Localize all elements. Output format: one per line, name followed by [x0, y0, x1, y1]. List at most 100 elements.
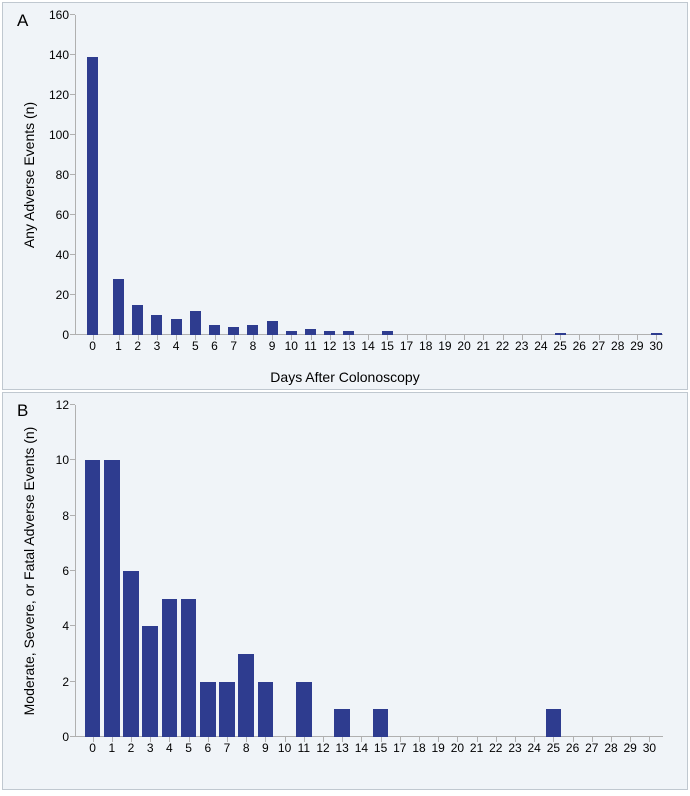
y-tick-label: 0 [62, 730, 69, 744]
bar [113, 279, 124, 335]
bar [238, 654, 254, 737]
x-tick-label: 11 [304, 339, 316, 353]
x-tick-label: 17 [393, 741, 406, 755]
x-tick-label: 0 [89, 339, 96, 353]
x-tick-label: 14 [361, 339, 374, 353]
x-tick-label: 10 [278, 741, 291, 755]
x-tick-label: 4 [166, 741, 173, 755]
plot-area-b: 0246810120123456789101112131415171819202… [75, 405, 663, 737]
x-tick-label: 25 [553, 339, 566, 353]
bar [228, 327, 239, 335]
bar [104, 460, 120, 737]
x-tick-label: 28 [604, 741, 617, 755]
bar [286, 331, 297, 335]
x-tick-label: 18 [419, 339, 432, 353]
bar [651, 333, 662, 335]
x-tick-label: 21 [477, 339, 490, 353]
x-tick-label: 9 [262, 741, 269, 755]
x-tick-label: 13 [336, 741, 349, 755]
x-tick-label: 7 [230, 339, 237, 353]
x-tick-label: 17 [400, 339, 413, 353]
x-tick-label: 22 [489, 741, 502, 755]
y-axis-label-b: Moderate, Severe, or Fatal Adverse Event… [21, 405, 37, 737]
x-tick-label: 15 [374, 741, 387, 755]
y-tick-label: 0 [62, 328, 69, 342]
bar [151, 315, 162, 335]
x-tick-label: 25 [547, 741, 560, 755]
y-tick-label: 100 [49, 128, 69, 142]
x-tick-label: 28 [611, 339, 624, 353]
x-tick-label: 23 [508, 741, 521, 755]
x-tick-label: 6 [211, 339, 218, 353]
bar [171, 319, 182, 335]
bar [258, 682, 274, 737]
x-tick-label: 0 [89, 741, 96, 755]
x-tick-label: 4 [173, 339, 180, 353]
x-tick-label: 1 [115, 339, 122, 353]
x-tick-label: 9 [269, 339, 276, 353]
chart-panel-a: A Any Adverse Events (n) 020406080100120… [2, 2, 688, 390]
x-tick-label: 2 [128, 741, 135, 755]
y-tick-label: 120 [49, 88, 69, 102]
x-tick-label: 19 [438, 339, 451, 353]
bar [209, 325, 220, 335]
y-tick-label: 12 [56, 398, 69, 412]
x-tick-label: 5 [185, 741, 192, 755]
y-tick-label: 6 [62, 564, 69, 578]
x-tick-label: 19 [432, 741, 445, 755]
y-tick-label: 20 [56, 288, 69, 302]
plot-area-a: 0204060801001201401600123456789101112131… [75, 15, 663, 335]
bar [267, 321, 278, 335]
x-tick-label: 29 [624, 741, 637, 755]
x-tick-label: 27 [592, 339, 605, 353]
bar [343, 331, 354, 335]
x-tick-label: 3 [154, 339, 161, 353]
y-tick-label: 60 [56, 208, 69, 222]
y-tick-label: 40 [56, 248, 69, 262]
bar [200, 682, 216, 737]
x-tick-label: 20 [451, 741, 464, 755]
bar [334, 709, 350, 737]
x-tick-label: 20 [457, 339, 470, 353]
x-tick-label: 26 [573, 339, 586, 353]
y-tick-label: 140 [49, 48, 69, 62]
y-tick-label: 2 [62, 675, 69, 689]
x-tick-label: 23 [515, 339, 528, 353]
x-axis-label-b: Days After Colonoscopy [3, 369, 687, 385]
bar [296, 682, 312, 737]
x-tick-label: 1 [108, 741, 115, 755]
bar [132, 305, 143, 335]
x-tick-label: 10 [285, 339, 298, 353]
bar [247, 325, 258, 335]
bar [555, 333, 566, 335]
x-tick-label: 30 [643, 741, 656, 755]
bar [181, 599, 197, 737]
bar [305, 329, 316, 335]
x-tick-label: 13 [342, 339, 355, 353]
bar [123, 571, 139, 737]
x-tick-label: 24 [528, 741, 541, 755]
x-tick-label: 6 [204, 741, 211, 755]
x-tick-label: 22 [496, 339, 509, 353]
y-axis-label-a: Any Adverse Events (n) [21, 15, 37, 335]
x-tick-label: 11 [298, 741, 310, 755]
x-tick-label: 15 [381, 339, 394, 353]
y-tick-label: 10 [56, 453, 69, 467]
chart-panel-b: B Moderate, Severe, or Fatal Adverse Eve… [2, 392, 688, 790]
x-tick-label: 5 [192, 339, 199, 353]
x-tick-label: 2 [134, 339, 141, 353]
x-tick-label: 8 [250, 339, 257, 353]
x-tick-label: 14 [355, 741, 368, 755]
bar [324, 331, 335, 335]
bar [162, 599, 178, 737]
bar [85, 460, 101, 737]
bar [190, 311, 201, 335]
x-tick-label: 30 [649, 339, 662, 353]
x-tick-label: 29 [630, 339, 643, 353]
bar [373, 709, 389, 737]
y-tick-label: 160 [49, 8, 69, 22]
bar [219, 682, 235, 737]
x-tick-label: 24 [534, 339, 547, 353]
x-tick-label: 8 [243, 741, 250, 755]
bar [382, 331, 393, 335]
